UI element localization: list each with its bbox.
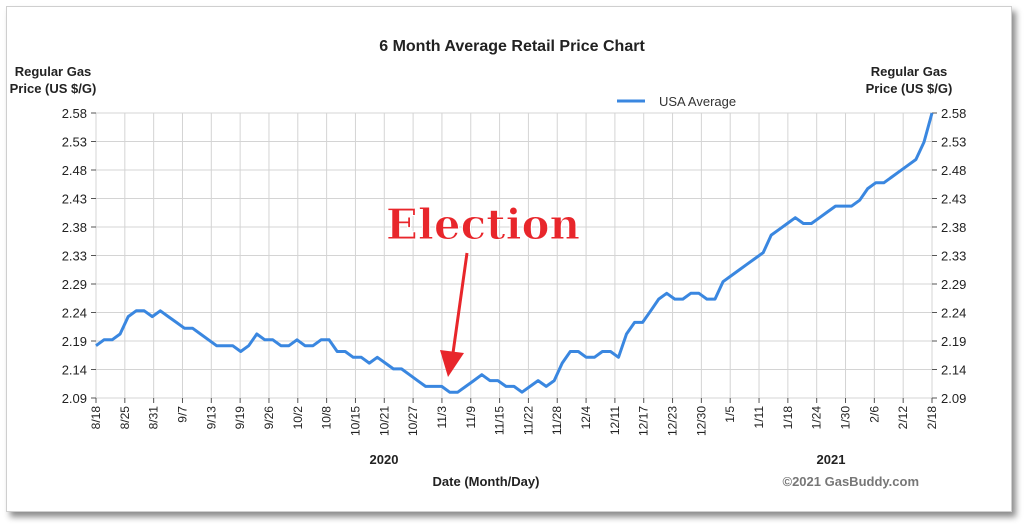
x-tick-label: 11/28 — [550, 406, 564, 435]
y-tick-label-left: 2.29 — [62, 277, 87, 292]
legend-label: USA Average — [659, 94, 736, 109]
y-tick-label-left: 2.14 — [62, 363, 87, 378]
series-line-usa-average — [95, 112, 934, 394]
x-tick-label: 11/3 — [435, 406, 449, 429]
y-tick-label-left: 2.33 — [62, 249, 87, 264]
election-arrow-shaft — [451, 252, 469, 354]
x-tick-label: 8/18 — [89, 406, 103, 430]
y-tick-label-right: 2.58 — [941, 106, 966, 121]
price-chart: 2.58 2.53 2.48 2.43 2.38 2.33 2.29 2.24 2.19 2.14… — [10, 38, 967, 489]
y-tick-label-right: 2.43 — [941, 192, 966, 207]
y-axis-right: 2.58 2.53 2.48 2.43 2.38 2.33 2.29 2.24 2.19 2.14… — [932, 106, 966, 406]
x-tick-label: 10/15 — [348, 406, 362, 436]
y-tick-label-left: 2.58 — [62, 106, 87, 121]
x-tick-label: 8/25 — [118, 406, 132, 430]
x-tick-label: 12/17 — [637, 406, 651, 436]
y-tick-label-right: 2.38 — [941, 220, 966, 235]
y-tick-label-left: 2.53 — [62, 135, 87, 150]
x-tick-label: 9/7 — [175, 406, 189, 423]
y-tick-label-right: 2.33 — [941, 249, 966, 264]
y-tick-label-right: 2.19 — [941, 334, 966, 349]
x-tick-label: 11/9 — [464, 406, 478, 429]
series-layer — [95, 112, 934, 394]
x-tick-label: 9/26 — [262, 406, 276, 430]
x-tick-label: 10/21 — [377, 406, 391, 436]
x-tick-label: 8/31 — [147, 406, 161, 430]
x-tick-label: 1/24 — [810, 406, 824, 430]
x-tick-label: 9/19 — [233, 406, 247, 430]
election-callout: Election — [386, 200, 580, 249]
x-tick-label: 1/18 — [781, 406, 795, 430]
x-tick-label: 1/30 — [839, 406, 853, 430]
y-tick-label-right: 2.24 — [941, 306, 966, 321]
y-tick-label-left: 2.19 — [62, 334, 87, 349]
x-tick-label: 12/4 — [579, 406, 593, 430]
y-tick-label-left: 2.43 — [62, 192, 87, 207]
x-tick-label: 2/12 — [896, 406, 910, 430]
x-tick-label: 10/8 — [320, 406, 334, 430]
x-axis: 8/18 8/25 8/31 9/7 9/13 9/19 9/26 10/2 10/8 10/15… — [89, 398, 939, 436]
x-tick-label: 11/22 — [521, 406, 535, 435]
y-axis-left: 2.58 2.53 2.48 2.43 2.38 2.33 2.29 2.24 2.19 2.14… — [62, 106, 96, 406]
y-axis-label-right-line1: Regular Gas — [871, 64, 948, 79]
x-tick-label: 12/23 — [666, 406, 680, 436]
x-tick-label: 10/2 — [291, 406, 305, 430]
x-tick-label: 11/15 — [493, 406, 507, 435]
chart-frame: 2.58 2.53 2.48 2.43 2.38 2.33 2.29 2.24 2.19 2.14… — [6, 6, 1012, 512]
y-tick-label-left: 2.24 — [62, 306, 87, 321]
election-arrow-head — [440, 350, 464, 377]
credit-text: ©2021 GasBuddy.com — [783, 474, 920, 489]
x-axis-label: Date (Month/Day) — [433, 474, 540, 489]
x-tick-label: 1/11 — [752, 406, 766, 429]
year-label-2020: 2020 — [370, 452, 399, 467]
x-tick-label: 2/6 — [867, 406, 881, 423]
y-tick-label-left: 2.48 — [62, 163, 87, 178]
y-axis-label-left-line2: Price (US $/G) — [10, 81, 97, 96]
chart-title: 6 Month Average Retail Price Chart — [379, 38, 645, 55]
y-tick-label-left: 2.09 — [62, 391, 87, 406]
x-tick-label: 1/5 — [723, 406, 737, 423]
x-tick-label: 2/18 — [925, 406, 939, 430]
y-tick-label-right: 2.14 — [941, 363, 966, 378]
y-tick-label-right: 2.09 — [941, 391, 966, 406]
x-tick-label: 9/13 — [204, 406, 218, 430]
x-tick-label: 10/27 — [406, 406, 420, 436]
y-tick-label-right: 2.29 — [941, 277, 966, 292]
x-tick-label: 12/11 — [608, 406, 622, 435]
year-label-2021: 2021 — [817, 452, 846, 467]
y-tick-label-right: 2.53 — [941, 135, 966, 150]
y-axis-label-right-line2: Price (US $/G) — [866, 81, 953, 96]
y-tick-label-left: 2.38 — [62, 220, 87, 235]
y-axis-label-left-line1: Regular Gas — [15, 64, 92, 79]
x-tick-label: 12/30 — [694, 406, 708, 436]
y-tick-label-right: 2.48 — [941, 163, 966, 178]
